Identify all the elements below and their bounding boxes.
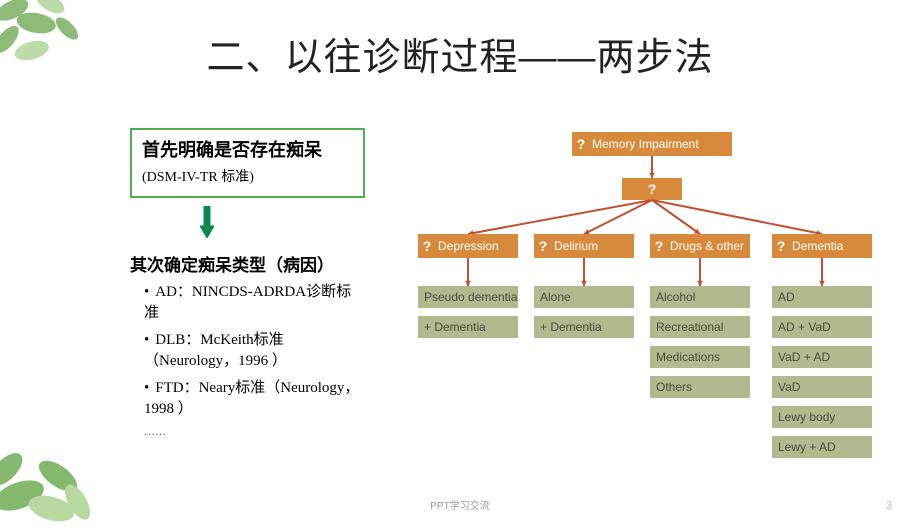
bullet-item: DLB：McKeith标准（Neurology，1996 ） [144,330,365,372]
ellipsis: …… [130,426,365,438]
left-column: 首先明确是否存在痴呆 (DSM-IV-TR 标准) 其次确定痴呆类型（病因） A… [130,128,365,438]
step1-box: 首先明确是否存在痴呆 (DSM-IV-TR 标准) [130,128,365,198]
svg-text:Drugs & other: Drugs & other [670,239,744,253]
svg-text:+ Dementia: + Dementia [540,320,602,334]
svg-text:+ Dementia: + Dementia [424,320,486,334]
svg-text:?: ? [655,238,664,254]
svg-text:Depression: Depression [438,239,499,253]
svg-text:?: ? [539,238,548,254]
svg-text:Pseudo dementia: Pseudo dementia [424,290,518,304]
svg-text:Recreational: Recreational [656,320,723,334]
step1-line2: (DSM-IV-TR 标准) [142,166,353,186]
bullet-item: AD：NINCDS-ADRDA诊断标准 [144,282,365,324]
svg-text:VaD + AD: VaD + AD [778,350,830,364]
svg-text:Memory Impairment: Memory Impairment [592,137,699,151]
svg-text:AD: AD [778,290,795,304]
svg-text:Lewy body: Lewy body [778,410,835,424]
flowchart: ? Memory Impairment?? Depression Pseudo dem… [404,128,898,468]
svg-text:?: ? [777,238,786,254]
svg-text:AD + VaD: AD + VaD [778,320,831,334]
svg-text:?: ? [577,136,586,152]
svg-text:Lewy + AD: Lewy + AD [778,440,836,454]
svg-text:Others: Others [656,380,692,394]
footer-page-number: 3 [886,500,892,512]
svg-text:?: ? [423,238,432,254]
step1-line1: 首先明确是否存在痴呆 [142,138,353,162]
svg-text:Alcohol: Alcohol [656,290,695,304]
svg-text:VaD: VaD [778,380,801,394]
page-title: 二、以往诊断过程——两步法 [0,26,920,81]
bullet-item: FTD：Neary标准（Neurology，1998 ） [144,378,365,420]
footer-center: PPT学习交流 [0,497,920,512]
svg-text:Delirium: Delirium [554,239,598,253]
step2-title: 其次确定痴呆类型（病因） [130,251,365,276]
arrow-down-icon [200,206,214,238]
svg-text:Dementia: Dementia [792,239,844,253]
svg-text:Medications: Medications [656,350,720,364]
bullet-list: AD：NINCDS-ADRDA诊断标准 DLB：McKeith标准（Neurolo… [130,282,365,420]
svg-text:Alone: Alone [540,290,571,304]
svg-text:?: ? [648,181,657,197]
